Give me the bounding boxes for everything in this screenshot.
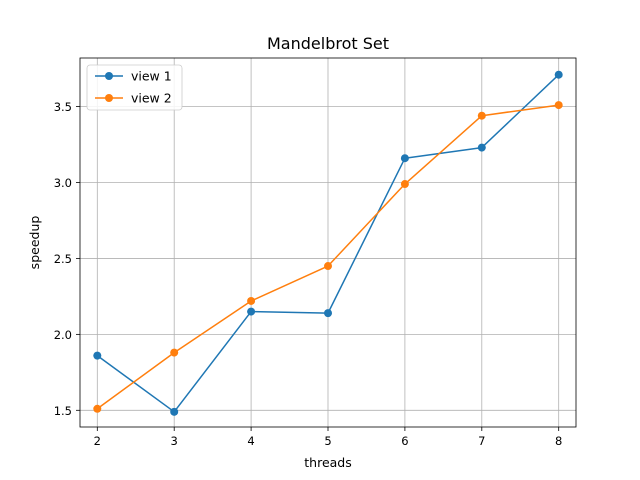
x-tick-label: 5 [324, 434, 331, 448]
series-2 [93, 101, 563, 413]
y-tick-label: 3.0 [54, 176, 72, 190]
x-tick-label: 3 [171, 434, 178, 448]
y-axis-label: speedup [27, 216, 42, 270]
data-point [93, 351, 102, 360]
data-point [554, 101, 563, 110]
y-tick-label: 1.5 [54, 404, 72, 418]
x-axis-label: threads [304, 455, 352, 470]
x-tick-label: 7 [478, 434, 485, 448]
grid-lines [80, 58, 576, 427]
data-point [477, 143, 486, 152]
y-tick-label: 3.5 [54, 100, 72, 114]
legend-label: view 2 [131, 91, 172, 106]
x-axis: 2 3 4 5 6 7 8 [94, 427, 562, 448]
legend-marker [105, 72, 113, 80]
y-tick-label: 2.0 [54, 328, 72, 342]
legend-label: view 1 [131, 69, 172, 84]
legend-marker [105, 94, 113, 102]
y-tick-label: 2.5 [54, 252, 72, 266]
data-point [324, 309, 332, 318]
plot-area [79, 57, 577, 428]
data-point [247, 307, 256, 316]
data-point [400, 154, 409, 163]
data-point [170, 407, 179, 416]
data-point [247, 296, 256, 305]
data-point [170, 348, 179, 357]
series-layer [93, 70, 563, 416]
x-tick-label: 6 [401, 434, 408, 448]
data-point [93, 404, 102, 413]
legend: view 1 view 2 [86, 64, 183, 111]
series-1 [93, 70, 563, 416]
y-axis: 1.5 2.0 2.5 3.0 3.5 [54, 100, 80, 418]
chart-title: Mandelbrot Set [267, 34, 389, 53]
x-tick-label: 4 [247, 434, 254, 448]
data-point [400, 180, 409, 189]
data-point [554, 70, 563, 79]
x-tick-label: 2 [94, 434, 101, 448]
data-point [324, 262, 332, 271]
data-point [477, 111, 486, 120]
x-tick-label: 8 [555, 434, 562, 448]
